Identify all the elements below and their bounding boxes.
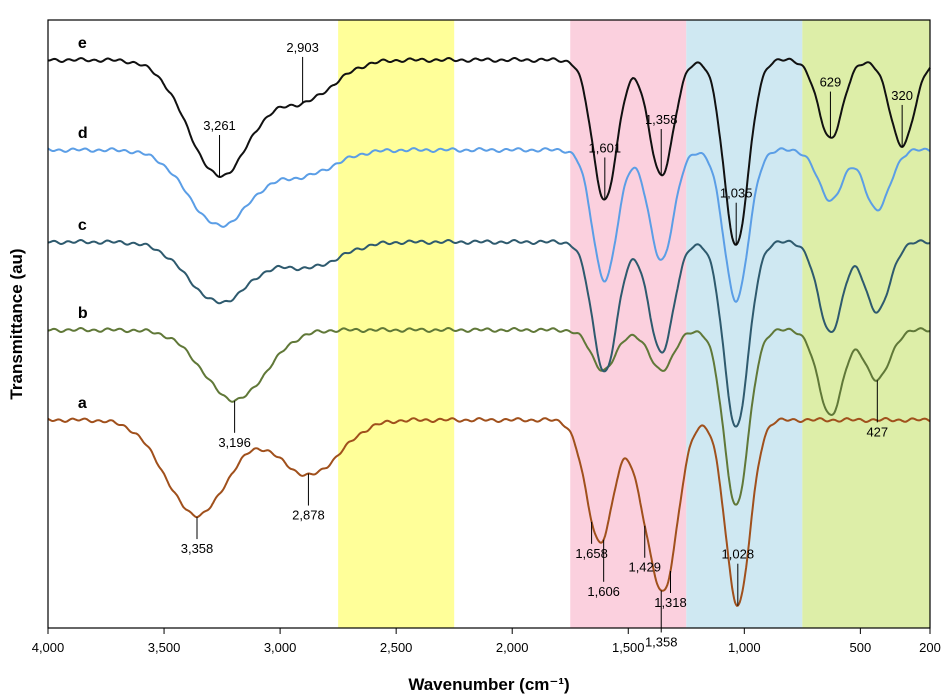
x-axis: 4,000 3,500 3,000 2,500 2,000 1,500 1,000 500 20… [32, 628, 941, 655]
peak-label: 1,028 [722, 547, 755, 562]
x-tick-label: 200 [919, 640, 941, 655]
peak-label: 1,601 [589, 140, 622, 155]
x-tick-label: 1,500 [612, 640, 645, 655]
highlight-band-4 [802, 20, 930, 628]
peak-label: 1,606 [587, 584, 620, 599]
peak-label: 1,429 [628, 560, 661, 575]
peak-label: 1,318 [654, 595, 687, 610]
peak-label: 320 [891, 88, 913, 103]
y-axis-title: Transmittance (au) [7, 248, 26, 399]
peak-label: 3,261 [203, 118, 236, 133]
series-label-d: d [78, 125, 88, 142]
series-line-b [48, 326, 931, 506]
series-label-c: c [78, 217, 87, 234]
x-tick-label: 2,000 [496, 640, 529, 655]
highlight-band-1 [338, 20, 455, 628]
peak-label: 1,358 [645, 634, 678, 649]
peak-label: 3,196 [218, 435, 251, 450]
peak-label: 2,903 [286, 40, 319, 55]
x-tick-label: 3,000 [264, 640, 297, 655]
peak-label: 427 [866, 424, 888, 439]
plot-frame [47, 19, 931, 629]
series-label-e: e [78, 35, 87, 52]
x-tick-label: 500 [850, 640, 872, 655]
series-line-c [47, 238, 931, 428]
highlight-band-3 [686, 20, 803, 628]
series-line-d [47, 147, 931, 303]
highlight-bands [338, 20, 930, 628]
peak-label: 1,358 [645, 112, 678, 127]
peak-label: 3,358 [181, 541, 214, 556]
x-tick-label: 4,000 [32, 640, 65, 655]
series-line-e [47, 56, 931, 246]
x-tick-label: 3,500 [148, 640, 181, 655]
peak-label: 629 [820, 75, 842, 90]
peak-label: 1,658 [575, 546, 608, 561]
x-axis-title: Wavenumber (cm⁻¹) [408, 675, 569, 694]
spectra: a b c d e [47, 35, 931, 607]
series-label-b: b [78, 305, 88, 322]
x-tick-label: 2,500 [380, 640, 413, 655]
series-line-a [47, 416, 931, 607]
peak-label: 1,035 [720, 186, 753, 201]
peak-annotations: 3,261 2,903 1,601 1,358 1,035 629 320 3,196 427 3… [181, 40, 913, 650]
series-label-a: a [78, 395, 87, 412]
peak-label: 2,878 [292, 508, 325, 523]
x-tick-label: 1,000 [728, 640, 761, 655]
